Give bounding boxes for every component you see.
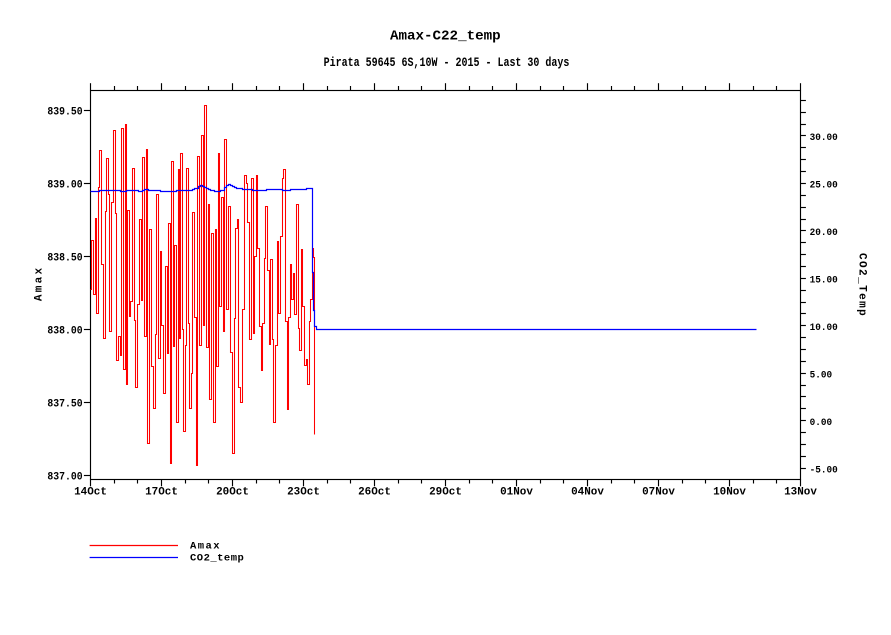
svg-text:-5.00: -5.00 xyxy=(810,464,838,476)
svg-text:CO2_temp: CO2_temp xyxy=(190,553,244,565)
svg-text:26Oct: 26Oct xyxy=(358,487,391,499)
svg-text:Pirata 59645 6S,10W - 2015 - L: Pirata 59645 6S,10W - 2015 - Last 30 day… xyxy=(324,56,570,71)
svg-text:839.50: 839.50 xyxy=(47,106,82,118)
svg-text:29Oct: 29Oct xyxy=(429,487,462,499)
svg-text:20Oct: 20Oct xyxy=(216,487,249,499)
svg-text:10.00: 10.00 xyxy=(810,322,838,334)
svg-text:23Oct: 23Oct xyxy=(287,487,320,499)
svg-text:839.00: 839.00 xyxy=(47,179,82,191)
svg-text:838.50: 838.50 xyxy=(47,252,82,264)
svg-text:15.00: 15.00 xyxy=(810,275,838,287)
svg-text:13Nov: 13Nov xyxy=(784,487,817,499)
svg-text:Amax-C22_temp: Amax-C22_temp xyxy=(390,29,501,45)
svg-text:07Nov: 07Nov xyxy=(642,487,675,499)
svg-text:Amax: Amax xyxy=(34,268,46,302)
svg-text:20.00: 20.00 xyxy=(810,227,838,239)
svg-text:04Nov: 04Nov xyxy=(571,487,604,499)
svg-text:14Oct: 14Oct xyxy=(74,487,107,499)
svg-text:837.50: 837.50 xyxy=(47,398,82,410)
svg-text:17Oct: 17Oct xyxy=(145,487,178,499)
svg-text:30.00: 30.00 xyxy=(810,132,838,144)
svg-text:01Nov: 01Nov xyxy=(500,487,533,499)
svg-text:0.00: 0.00 xyxy=(810,417,833,429)
svg-text:837.00: 837.00 xyxy=(47,471,82,483)
svg-text:Amax: Amax xyxy=(190,541,220,553)
svg-text:5.00: 5.00 xyxy=(810,370,833,382)
svg-text:10Nov: 10Nov xyxy=(713,487,746,499)
svg-text:25.00: 25.00 xyxy=(810,180,838,192)
svg-text:838.00: 838.00 xyxy=(47,325,82,337)
svg-text:CO2_Temp: CO2_Temp xyxy=(856,253,868,316)
